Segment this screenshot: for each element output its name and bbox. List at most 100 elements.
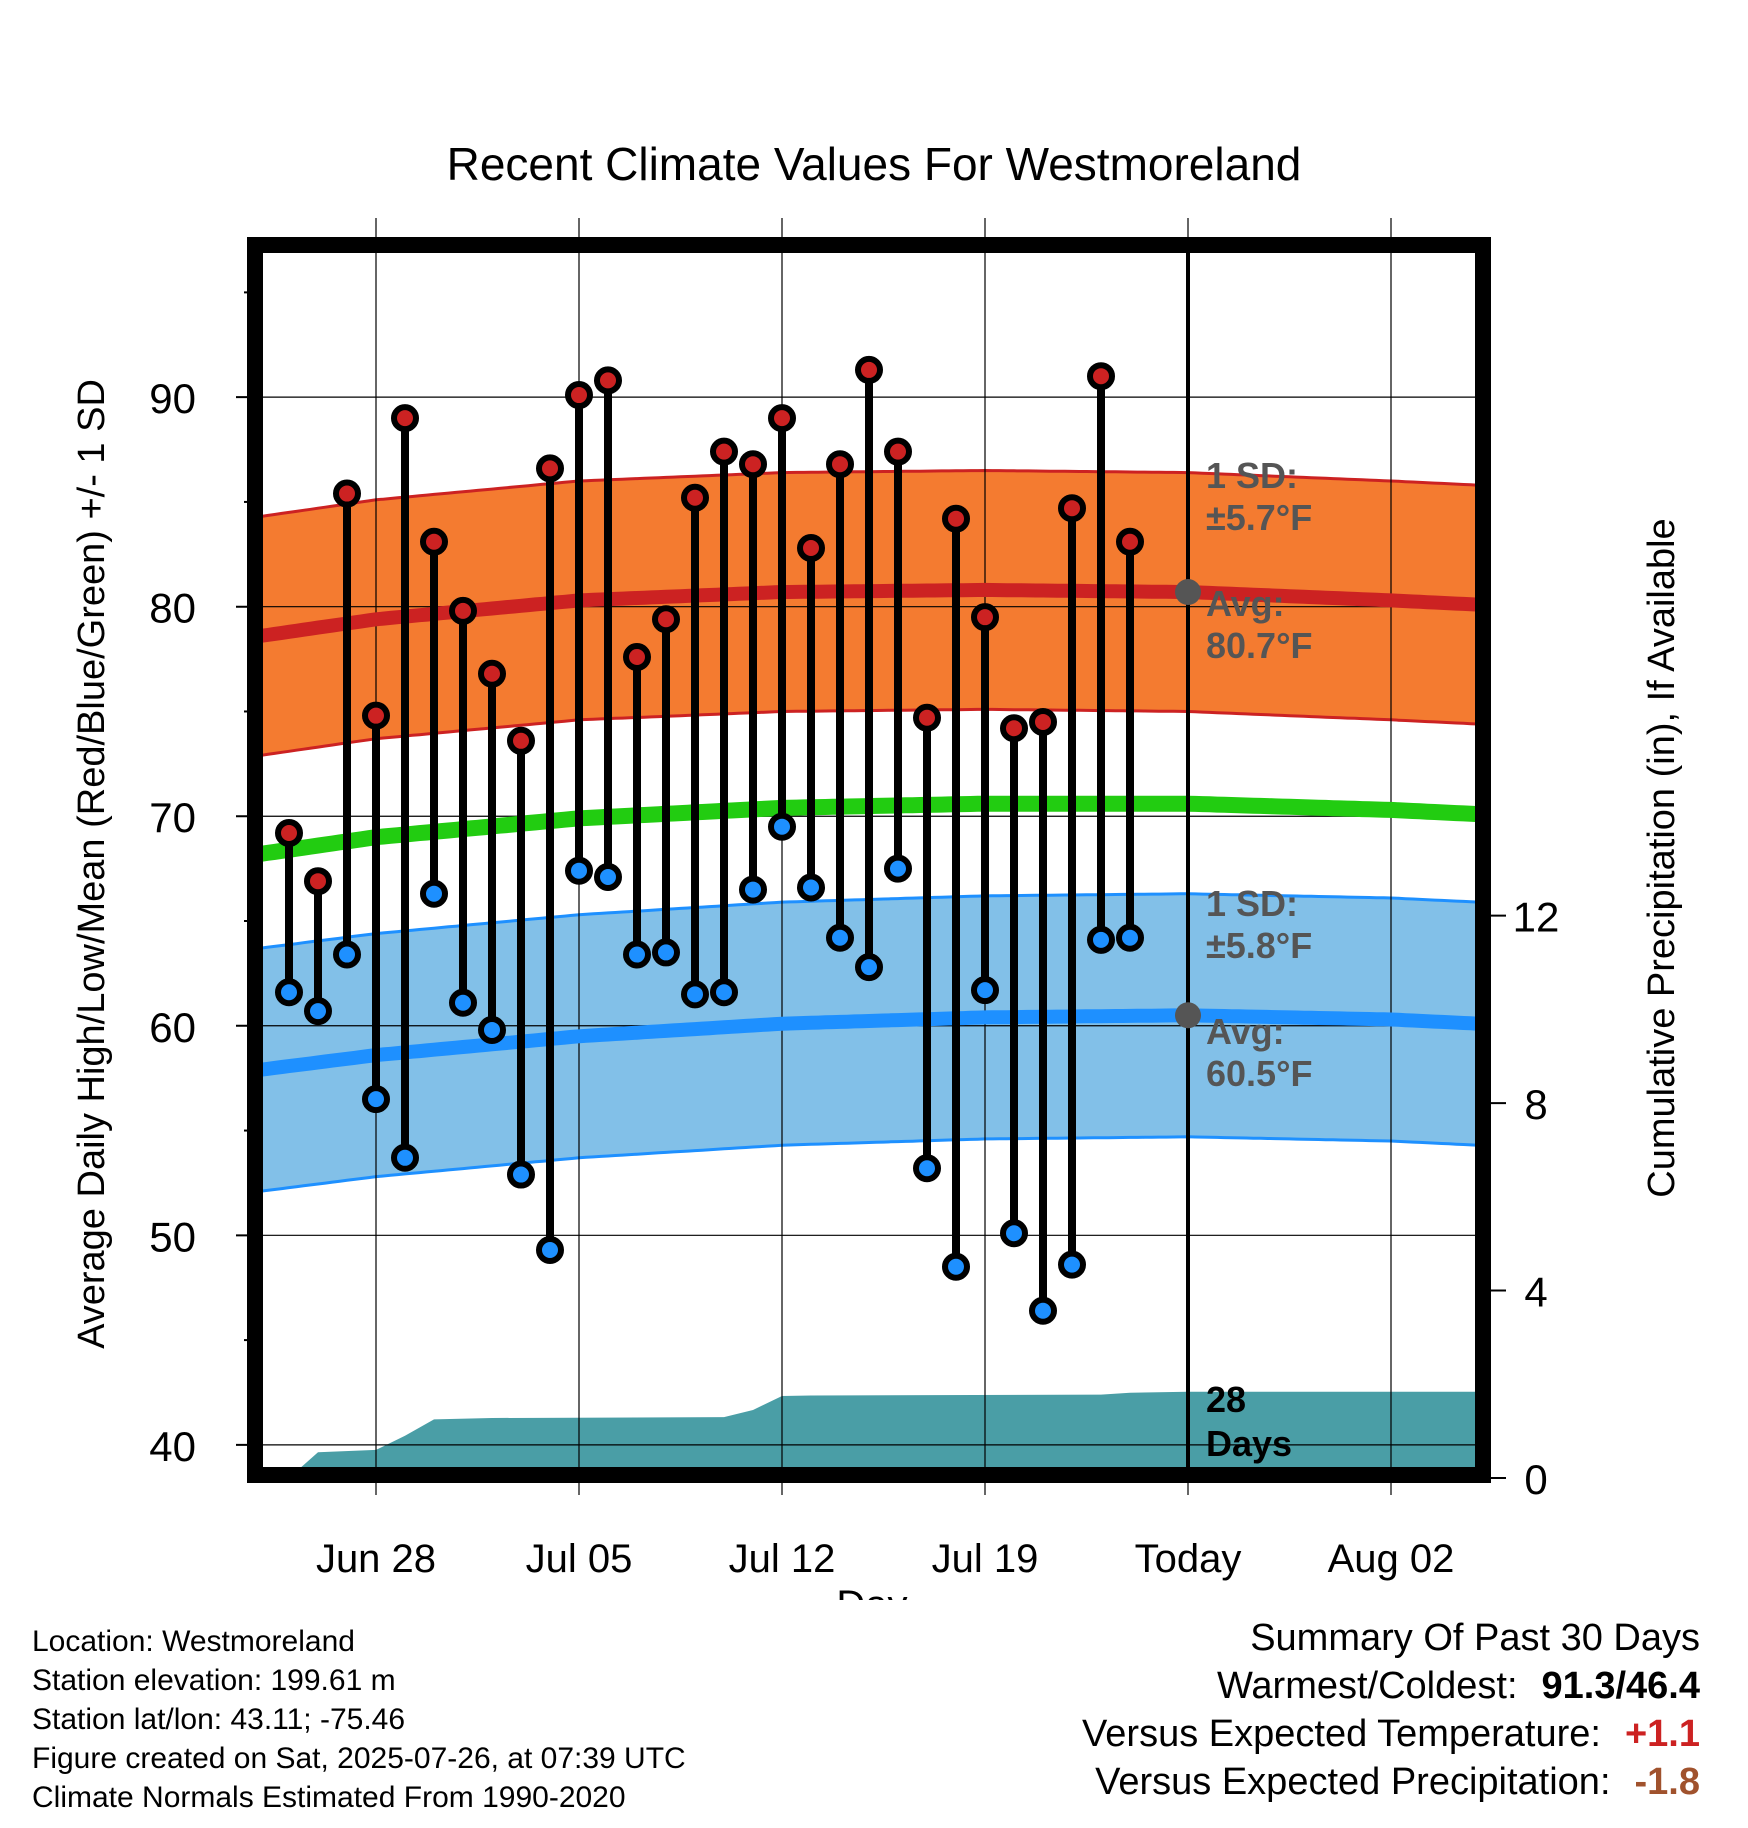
daily-low-point [362,1085,390,1114]
x-tick-label: Aug 02 [1328,1537,1455,1581]
high-sd-label: 1 SD: [1206,455,1298,496]
chart-title: Recent Climate Values For Westmoreland [447,138,1302,190]
daily-low-point [971,976,999,1005]
plot-area: 40 50 60 70 80 90 0 4 8 12 Jun 28 Jul 05 Jul 12 Jul 1… [149,218,1559,1581]
daily-high-point [1029,707,1057,736]
elevation-text: Station elevation: 199.61 m [32,1664,396,1697]
daily-low-point [942,1252,970,1281]
daily-low-point [536,1235,564,1264]
warm-cold-label: Warmest/Coldest: [1216,1665,1518,1707]
daily-high-point [652,605,680,634]
days-label: Days [1206,1423,1292,1464]
daily-low-point [1116,923,1144,952]
daily-high-point [913,703,941,732]
daily-low-point [681,980,709,1009]
daily-high-point [1087,362,1115,391]
high-avg-label: Avg: [1206,583,1285,624]
x-axis-label: Day [836,1583,907,1600]
precipitation-area [260,1391,1478,1470]
x-tick-label: Today [1135,1537,1242,1581]
y-tick-label: 50 [149,1213,196,1260]
daily-high-point [855,355,883,384]
daily-low-point [1029,1296,1057,1325]
low-normal-line [260,1008,1478,1077]
daily-low-point [768,812,796,841]
today-high-normal-marker [1175,579,1201,606]
daily-low-point [1087,925,1115,954]
daily-high-point [275,818,303,847]
daily-low-point [1058,1250,1086,1279]
y2-axis-label: Cumulative Precipitation (in), If Availa… [1641,518,1683,1197]
daily-high-point [710,437,738,466]
daily-high-point [884,437,912,466]
daily-high-point [1000,714,1028,743]
daily-high-point [478,659,506,688]
daily-high-point [1058,494,1086,523]
daily-low-point [275,978,303,1007]
today-low-normal-marker [1175,1002,1201,1029]
location-text: Location: Westmoreland [32,1625,355,1658]
daily-low-point [507,1160,535,1189]
y-tick-label: 60 [149,1004,196,1051]
daily-high-point [362,701,390,730]
warm-cold-value: 91.3/46.4 [1541,1665,1700,1707]
low-sd-label: 1 SD: [1206,883,1298,924]
y-tick-label: 70 [149,794,196,841]
station-info: Location: Westmoreland Station elevation… [32,1622,686,1817]
daily-high-point [594,366,622,395]
x-tick-label: Jun 28 [316,1537,436,1581]
daily-low-point [478,1015,506,1044]
summary-temp: Versus Expected Temperature: +1.1 [1082,1710,1700,1758]
daily-high-point [768,404,796,433]
daily-high-point [304,867,332,896]
precip-value: -1.8 [1634,1761,1700,1803]
daily-low-point [594,863,622,892]
daily-low-point [710,978,738,1007]
daily-low-point [391,1143,419,1172]
daily-high-point [681,483,709,512]
daily-low-point [420,879,448,908]
daily-high-point [536,454,564,483]
summary-precip: Versus Expected Precipitation: -1.8 [1082,1758,1700,1806]
summary-title: Summary Of Past 30 Days [1250,1617,1700,1659]
temp-label: Versus Expected Temperature: [1082,1713,1601,1755]
daily-high-point [507,726,535,755]
climate-chart: Recent Climate Values For Westmoreland 4… [71,138,1683,1600]
daily-high-point [420,527,448,556]
daily-low-point [565,856,593,885]
low-avg-label: Avg: [1206,1011,1285,1052]
y-axis-label: Average Daily High/Low/Mean (Red/Blue/Gr… [71,379,113,1349]
daily-low-point [652,938,680,967]
daily-high-point [1116,527,1144,556]
summary-warm-cold: Warmest/Coldest: 91.3/46.4 [1082,1662,1700,1710]
daily-low-point [333,940,361,969]
x-tick-label: Jul 19 [932,1537,1039,1581]
daily-high-point [942,504,970,533]
plot-frame [247,237,1491,1483]
temp-value: +1.1 [1624,1713,1700,1755]
low-sd-value: ±5.8°F [1206,925,1312,966]
y2-tick-label: 0 [1524,1456,1547,1503]
daily-low-point [1000,1219,1028,1248]
daily-low-point [913,1154,941,1183]
daily-high-point [333,479,361,508]
y-tick-label: 40 [149,1423,196,1470]
daily-low-point [449,988,477,1017]
precip-label: Versus Expected Precipitation: [1095,1761,1611,1803]
daily-high-point [797,534,825,563]
daily-low-point [855,953,883,982]
daily-low-point [739,875,767,904]
daily-low-point [304,997,332,1026]
daily-high-point [623,642,651,671]
normals-text: Climate Normals Estimated From 1990-2020 [32,1781,626,1814]
daily-high-point [565,381,593,410]
latlon-text: Station lat/lon: 43.11; -75.46 [32,1703,406,1736]
daily-low-point [623,940,651,969]
daily-low-point [797,873,825,902]
daily-high-point [391,404,419,433]
y-tick-label: 80 [149,585,196,632]
x-tick-label: Jul 12 [729,1537,836,1581]
low-sd-band [260,893,1478,1192]
daily-high-point [971,603,999,632]
summary-panel: Summary Of Past 30 Days Warmest/Coldest:… [1082,1614,1700,1806]
